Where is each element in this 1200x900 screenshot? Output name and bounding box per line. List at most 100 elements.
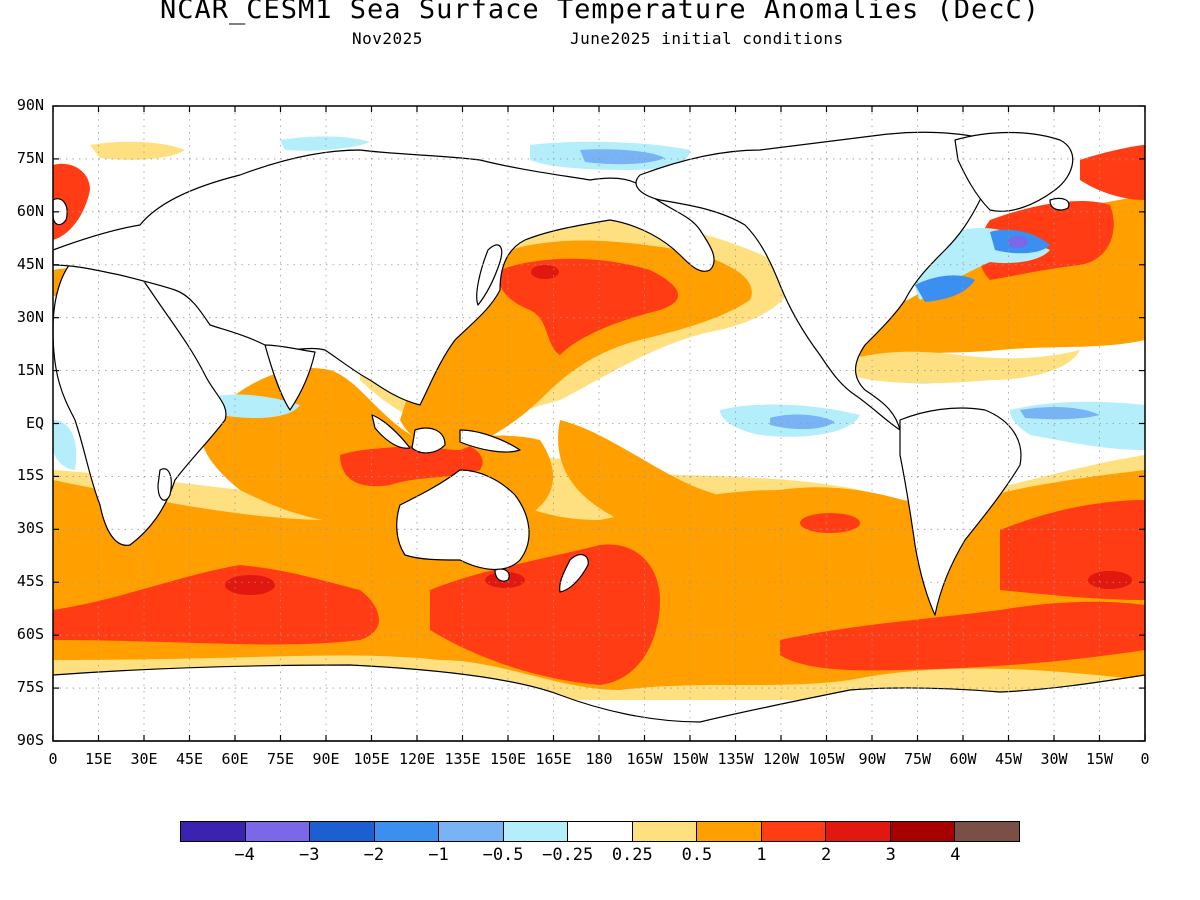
longitude-label: 150W bbox=[671, 750, 709, 768]
color-scale-box bbox=[245, 822, 311, 841]
latitude-label: 15S bbox=[16, 466, 44, 485]
longitude-label: 165E bbox=[535, 750, 572, 768]
land-japan bbox=[476, 244, 503, 306]
central-pacific-warm bbox=[558, 420, 890, 573]
land-iceland bbox=[1049, 197, 1070, 211]
longitude-label: 90E bbox=[312, 750, 340, 768]
color-scale-label: 4 bbox=[950, 845, 961, 865]
npac-hot bbox=[498, 258, 679, 355]
color-scale-box bbox=[955, 822, 1019, 841]
color-scale bbox=[180, 821, 1020, 842]
color-scale-label: 3 bbox=[885, 845, 896, 865]
land-south-america bbox=[899, 407, 1022, 616]
longitude-label: 180 bbox=[585, 750, 613, 768]
land-australia bbox=[396, 469, 530, 571]
latitude-label: 30N bbox=[16, 307, 44, 326]
land-madagascar bbox=[157, 468, 172, 501]
color-scale-label: −0.5 bbox=[482, 845, 524, 865]
hot-spot-sw-indian bbox=[225, 575, 275, 595]
color-scale-label: 2 bbox=[821, 845, 832, 865]
color-scale-label: −1 bbox=[428, 845, 449, 865]
natl-warm-pale bbox=[850, 350, 1080, 384]
arctic-atlantic-hot bbox=[1080, 145, 1145, 200]
forecast-month: Nov2025 bbox=[352, 29, 423, 48]
color-scale-box bbox=[310, 822, 375, 841]
color-scale-box bbox=[761, 822, 827, 841]
longitude-label: 60W bbox=[949, 750, 977, 768]
color-scale-box bbox=[503, 822, 569, 841]
indian-ocean-hot bbox=[340, 440, 483, 487]
color-scale-box bbox=[439, 822, 504, 841]
longitude-label: 105E bbox=[353, 750, 390, 768]
graticule bbox=[53, 106, 1145, 741]
latitude-label: 60N bbox=[16, 201, 44, 220]
land-sumatra bbox=[371, 414, 411, 449]
color-scale-box bbox=[890, 822, 956, 841]
southern-ocean-hot-band-1 bbox=[53, 565, 379, 645]
longitude-label: 135E bbox=[444, 750, 481, 768]
natl-cool-core bbox=[1008, 236, 1028, 248]
latitude-label: 60S bbox=[16, 625, 44, 644]
us-east-coast-cool bbox=[915, 275, 975, 302]
color-scale-box bbox=[826, 822, 891, 841]
longitude-label: 15E bbox=[84, 750, 113, 768]
longitude-label: 0 bbox=[1140, 750, 1150, 768]
color-scale-label: −2 bbox=[363, 845, 385, 865]
longitude-label: 105W bbox=[808, 750, 845, 768]
arctic-cool-pale-2 bbox=[280, 136, 370, 151]
arctic-warm-pale bbox=[90, 141, 185, 160]
equatorial-pacific-cool-2 bbox=[770, 414, 835, 430]
longitude-label: 120W bbox=[762, 750, 800, 768]
latitude-label: EQ bbox=[25, 413, 44, 432]
color-scale-box bbox=[374, 822, 440, 841]
color-scale-label: −3 bbox=[298, 845, 320, 865]
longitude-label: 120E bbox=[398, 750, 436, 768]
longitude-label: 30E bbox=[130, 750, 158, 768]
latitude-label: 75N bbox=[16, 148, 44, 167]
land-north-america bbox=[635, 131, 996, 431]
color-scale-box bbox=[181, 822, 246, 841]
longitude-label: 135W bbox=[717, 750, 754, 768]
longitude-label: 90W bbox=[858, 750, 886, 768]
land-masses bbox=[52, 131, 1146, 742]
latitude-label: 15N bbox=[16, 360, 44, 379]
latitude-label: 90N bbox=[16, 96, 44, 114]
land-new-guinea bbox=[459, 429, 521, 453]
sepac-hot bbox=[800, 513, 860, 533]
latitude-label: 90S bbox=[16, 731, 44, 749]
color-scale-box bbox=[697, 822, 762, 841]
npac-hot-core bbox=[531, 265, 559, 279]
land-india bbox=[264, 344, 316, 411]
chart-title: NCAR_CESM1 Sea Surface Temperature Anoma… bbox=[159, 0, 1041, 25]
latitude-label: 30S bbox=[16, 519, 44, 538]
longitude-label: 0 bbox=[48, 750, 58, 768]
color-scale-box bbox=[632, 822, 698, 841]
longitude-label: 60E bbox=[221, 750, 249, 768]
latitude-label: 45S bbox=[16, 572, 44, 591]
color-scale-label: −4 bbox=[234, 845, 255, 865]
land-antarctica bbox=[52, 664, 1146, 742]
longitude-label: 150E bbox=[489, 750, 527, 768]
latitude-label: 75S bbox=[16, 678, 44, 697]
equatorial-atlantic-cool-2 bbox=[1020, 407, 1100, 420]
longitude-label: 45W bbox=[994, 750, 1023, 768]
longitude-label: 165W bbox=[626, 750, 663, 768]
arctic-cool bbox=[580, 149, 665, 165]
initial-conditions: June2025 initial conditions bbox=[570, 29, 844, 48]
west-indian-cool bbox=[53, 420, 77, 470]
color-scale-label: 1 bbox=[756, 845, 767, 865]
color-scale-label: 0.25 bbox=[611, 845, 653, 865]
longitude-label: 15W bbox=[1085, 750, 1114, 768]
longitude-label: 45E bbox=[175, 750, 204, 768]
color-scale-box bbox=[568, 822, 633, 841]
longitude-label: 75W bbox=[903, 750, 932, 768]
land-eurasia bbox=[52, 149, 715, 406]
color-scale-label: 0.5 bbox=[681, 845, 713, 865]
land-greenland bbox=[954, 131, 1074, 212]
hot-spot-sa bbox=[1088, 571, 1132, 589]
latitude-label: 45N bbox=[16, 254, 44, 273]
land-tasmania bbox=[494, 568, 510, 582]
longitude-label: 30W bbox=[1040, 750, 1068, 768]
longitude-label: 75E bbox=[266, 750, 295, 768]
